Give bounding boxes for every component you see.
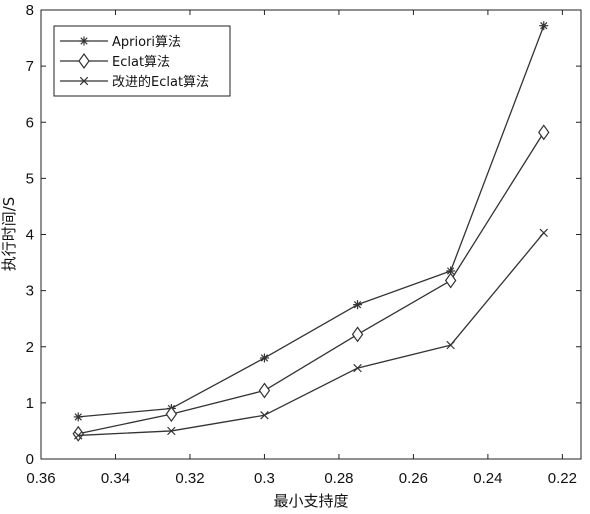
data-point-apriori [446, 266, 456, 276]
legend-marker-improved-eclat [79, 76, 89, 86]
data-point-improved-eclat [353, 363, 362, 373]
y-tick-label: 3 [26, 283, 34, 300]
data-point-improved-eclat [446, 340, 455, 350]
series-layer [72, 21, 550, 442]
y-tick-label: 5 [26, 170, 34, 187]
data-point-apriori [259, 353, 269, 363]
series-line-eclat [78, 132, 545, 435]
x-axis-label: 最小支持度 [273, 492, 348, 510]
series-line-improved-eclat [78, 232, 545, 437]
x-tick-label: 0.24 [473, 470, 502, 487]
legend: Apriori算法 Eclat算法 改进的Eclat算法 [53, 25, 231, 97]
y-tick-label: 0 [26, 451, 34, 468]
legend-marker-glyph-apriori [79, 36, 89, 46]
series-eclat [72, 124, 550, 442]
data-point-eclat [258, 382, 271, 399]
y-tick-label: 4 [26, 227, 34, 244]
series-line-apriori [78, 25, 545, 418]
legend-marker-apriori [79, 36, 89, 46]
legend-entry-eclat: Eclat算法 [60, 52, 170, 70]
y-tick-label: 2 [26, 339, 34, 356]
y-tick-label: 8 [26, 2, 34, 19]
data-point-eclat [538, 124, 550, 141]
x-tick-label: 0.3 [254, 470, 275, 487]
legend-label-apriori: Apriori算法 [112, 35, 181, 50]
legend-entry-improved-eclat: 改进的Eclat算法 [60, 74, 209, 90]
data-point-improved-eclat [74, 431, 83, 440]
data-point-eclat [444, 272, 457, 289]
data-point-improved-eclat [167, 426, 176, 436]
data-point-eclat [351, 326, 364, 343]
x-axis: 0.36 0.34 0.32 0.3 0.28 0.26 0.24 0.22 [26, 10, 577, 487]
data-point-improved-eclat [539, 228, 548, 238]
legend-label-eclat: Eclat算法 [112, 55, 170, 70]
y-tick-label: 1 [26, 395, 34, 412]
legend-marker-eclat [78, 52, 90, 70]
series-improved-eclat [74, 228, 548, 440]
y-tick-label: 6 [26, 114, 34, 131]
legend-label-improved-eclat: 改进的Eclat算法 [112, 74, 209, 90]
x-tick-label: 0.26 [399, 470, 428, 487]
x-tick-label: 0.34 [101, 470, 130, 487]
data-point-apriori [539, 21, 549, 31]
data-point-eclat [165, 406, 178, 423]
y-axis: 0 1 2 3 4 5 6 7 8 [26, 2, 581, 468]
y-tick-label: 7 [26, 58, 34, 75]
legend-entry-apriori: Apriori算法 [60, 35, 181, 50]
x-tick-label: 0.28 [324, 470, 353, 487]
legend-marker-glyph-eclat [78, 52, 90, 70]
y-axis-label: 执行时间/S [0, 197, 18, 272]
x-tick-label: 0.36 [26, 470, 55, 487]
x-tick-label: 0.32 [175, 470, 204, 487]
data-point-improved-eclat [260, 410, 269, 420]
legend-marker-glyph-improved-eclat [79, 76, 89, 86]
data-point-apriori [353, 300, 363, 310]
x-tick-label: 0.22 [548, 470, 577, 487]
data-point-apriori [73, 412, 83, 422]
